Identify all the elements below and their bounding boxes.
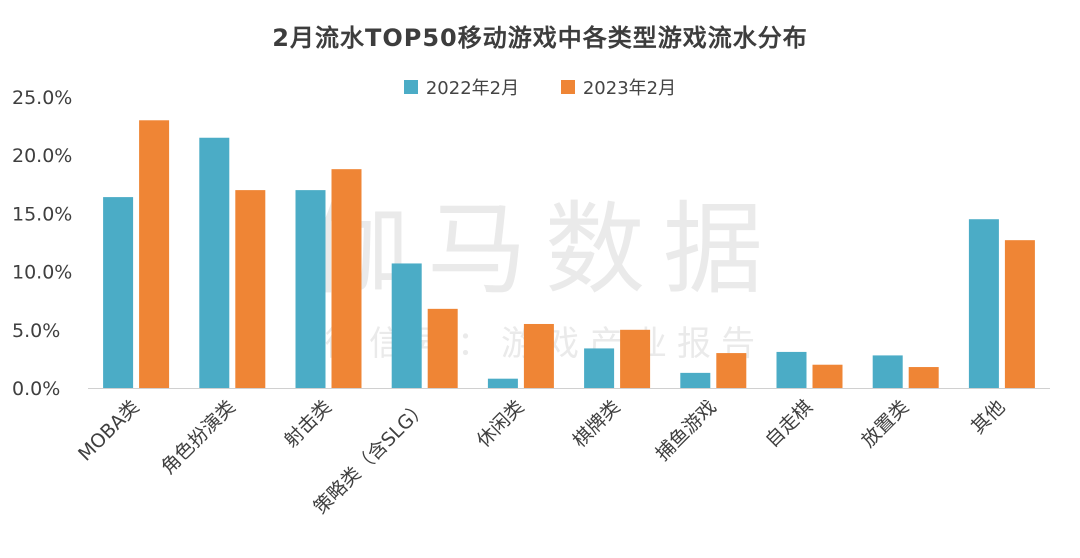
- x-tick-label: 捕鱼游戏: [652, 396, 721, 465]
- legend-item-2022[interactable]: 2022年2月: [403, 74, 520, 100]
- bar-2023[interactable]: [812, 364, 843, 388]
- x-tick-label: 角色扮演类: [157, 396, 240, 479]
- bar-2023[interactable]: [908, 367, 939, 388]
- bar-2022[interactable]: [776, 351, 807, 388]
- x-tick-label: MOBA类: [74, 396, 144, 466]
- bar-2023[interactable]: [331, 169, 362, 388]
- bar-2023[interactable]: [620, 329, 651, 388]
- bar-2023[interactable]: [427, 308, 458, 388]
- x-tick-label: 自走棋: [761, 396, 817, 452]
- bar-2022[interactable]: [391, 263, 422, 388]
- legend-swatch-2023: [560, 80, 575, 94]
- x-tick-label: 休闲类: [473, 396, 529, 452]
- legend-item-2023[interactable]: 2023年2月: [560, 74, 677, 100]
- chart-title: 2月流水TOP50移动游戏中各类型游戏流水分布: [272, 24, 808, 52]
- legend-label-2022: 2022年2月: [425, 78, 520, 99]
- bar-2022[interactable]: [968, 219, 999, 388]
- bar-2023[interactable]: [139, 120, 170, 388]
- x-tick-label: 其他: [967, 396, 1009, 438]
- bar-2022[interactable]: [199, 137, 230, 388]
- y-tick-label: 20.0%: [12, 145, 72, 167]
- y-tick-label: 0.0%: [12, 378, 60, 400]
- bar-2023[interactable]: [716, 353, 747, 388]
- bar-2022[interactable]: [295, 190, 326, 388]
- x-tick-label: 放置类: [857, 396, 913, 452]
- x-tick-label: 棋牌类: [569, 396, 625, 452]
- y-tick-label: 15.0%: [12, 203, 72, 225]
- legend: 2022年2月 2023年2月: [0, 74, 1080, 100]
- legend-label-2023: 2023年2月: [582, 78, 677, 99]
- y-tick-label: 25.0%: [12, 87, 72, 109]
- bar-2022[interactable]: [487, 378, 518, 388]
- x-tick-label: 射击类: [280, 396, 336, 452]
- bar-2023[interactable]: [1004, 240, 1035, 388]
- bar-2023[interactable]: [235, 190, 266, 388]
- bar-2022[interactable]: [584, 348, 615, 388]
- y-tick-label: 10.0%: [12, 262, 72, 284]
- bar-2022[interactable]: [103, 197, 134, 388]
- legend-swatch-2022: [403, 80, 418, 94]
- bar-2022[interactable]: [680, 372, 711, 388]
- bar-2022[interactable]: [872, 355, 903, 388]
- bar-2023[interactable]: [523, 323, 554, 388]
- y-tick-label: 5.0%: [12, 320, 60, 342]
